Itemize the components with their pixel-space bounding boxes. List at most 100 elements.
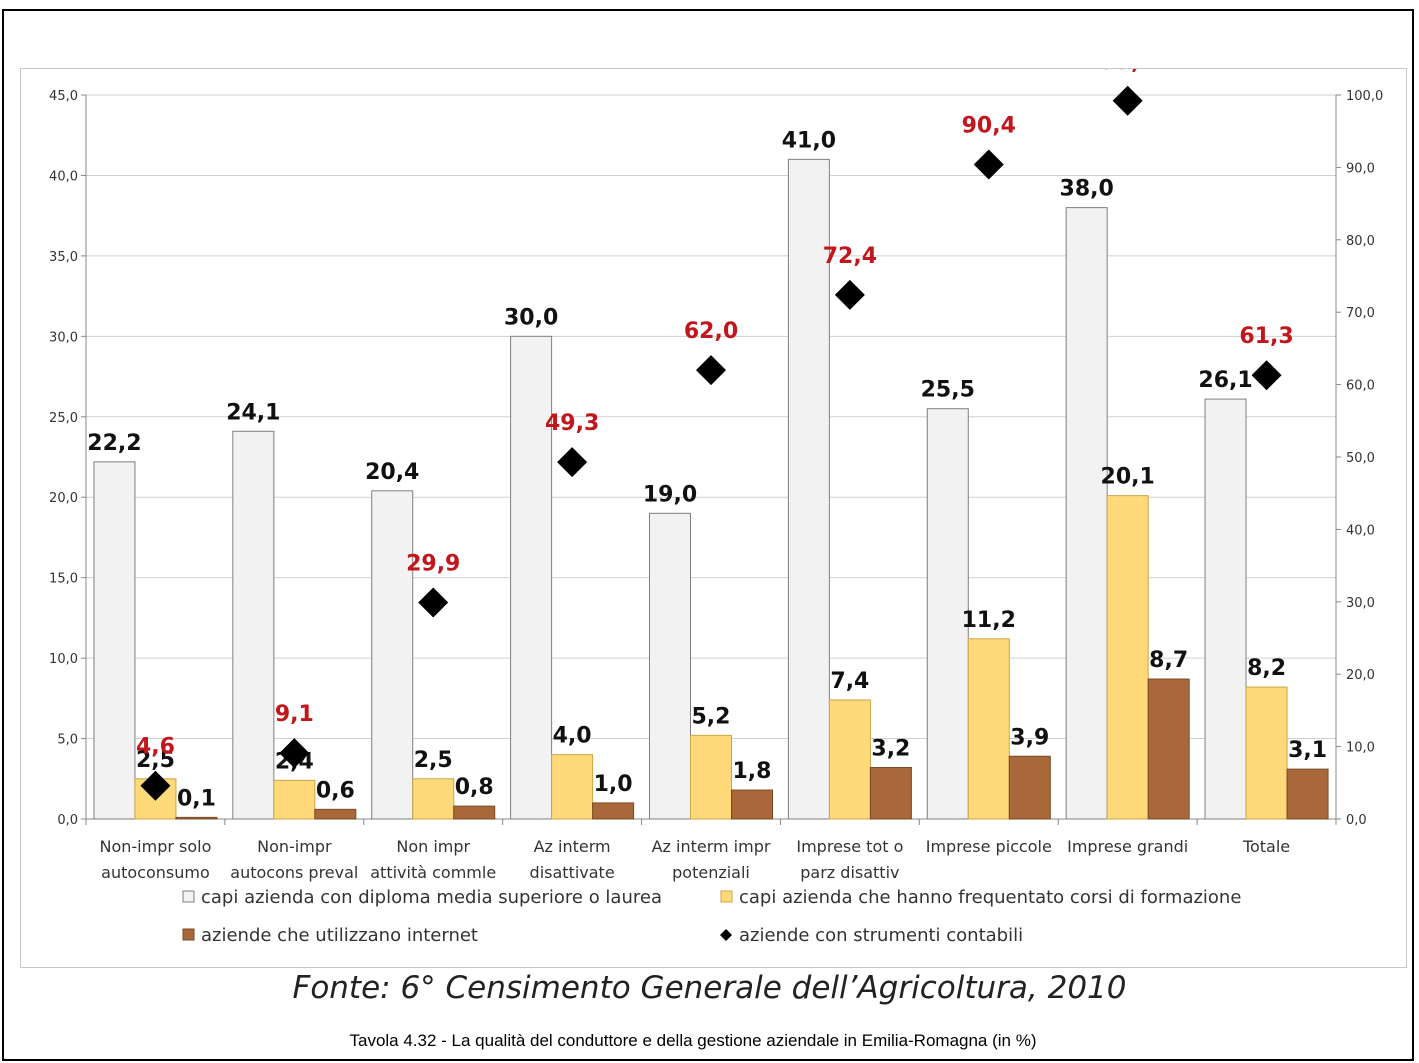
- bar-data-label: 24,1: [226, 400, 280, 425]
- bar: [510, 335, 553, 820]
- bar: [1286, 768, 1329, 820]
- right-tick-label: 60,0: [1346, 379, 1375, 394]
- bar-data-label: 0,8: [455, 775, 494, 800]
- bar-data-label: 2,5: [414, 748, 453, 773]
- diamond-marker: [557, 447, 588, 478]
- category-label: Imprese grandi: [1067, 837, 1188, 856]
- bar: [551, 754, 594, 820]
- chart-area: 0,0 5,0 10,0 15,0 20,0 25,0 30,0 35,0 40,0 45,0 0,…: [20, 68, 1407, 968]
- bar-data-label: 20,1: [1101, 465, 1155, 490]
- bar-data-label: 22,2: [87, 431, 141, 456]
- bar-data-label: 26,1: [1198, 368, 1252, 393]
- left-tick-label: 10,0: [49, 652, 78, 667]
- category-label: disattivate: [530, 863, 615, 882]
- bar-data-label: 3,9: [1010, 725, 1049, 750]
- marker-data-label: 72,4: [823, 244, 877, 269]
- bar-data-label: 38,0: [1060, 177, 1114, 202]
- bar: [412, 778, 455, 820]
- marker-data-label: 9,1: [275, 702, 314, 727]
- bar: [828, 699, 871, 820]
- bar-data-label: 1,0: [594, 772, 633, 797]
- bar: [1245, 686, 1288, 820]
- bar-data-label: 2,5: [136, 748, 175, 773]
- marker-data-label: 61,3: [1239, 324, 1293, 349]
- diamond-marker: [1112, 85, 1143, 116]
- right-tick-label: 30,0: [1346, 596, 1375, 611]
- right-tick-label: 90,0: [1346, 161, 1375, 176]
- legend-swatch: [720, 890, 733, 903]
- bar-data-label: 30,0: [504, 305, 558, 330]
- diamond-marker: [140, 770, 171, 801]
- right-tick-label: 70,0: [1346, 306, 1375, 321]
- legend-label: capi azienda con diploma media superiore…: [201, 887, 662, 908]
- bar: [93, 461, 136, 820]
- bar-data-label: 3,2: [871, 737, 910, 762]
- right-tick-label: 80,0: [1346, 234, 1375, 249]
- bar-data-label: 25,5: [921, 378, 975, 403]
- bar: [453, 805, 496, 820]
- bar-data-label: 3,1: [1288, 738, 1327, 763]
- left-tick-label: 5,0: [57, 733, 78, 748]
- bar: [690, 734, 732, 820]
- left-tick-label: 35,0: [49, 250, 78, 265]
- bar-data-label: 0,6: [316, 778, 355, 803]
- category-label: Totale: [1242, 837, 1290, 856]
- bar: [1008, 755, 1051, 820]
- bar: [967, 638, 1010, 820]
- category-label: autocons preval: [230, 863, 358, 882]
- marker-data-label: 4,6: [136, 735, 175, 760]
- category-label: autoconsumo: [101, 863, 210, 882]
- bar: [649, 512, 691, 820]
- right-tick-label: 40,0: [1346, 523, 1375, 538]
- chart-svg: 0,0 5,0 10,0 15,0 20,0 25,0 30,0 35,0 40,0 45,0 0,…: [49, 69, 1383, 946]
- category-label: parz disattiv: [800, 863, 899, 882]
- bar: [1147, 678, 1190, 820]
- left-tick-label: 15,0: [49, 572, 78, 587]
- right-tick-label: 0,0: [1346, 813, 1367, 828]
- bar: [232, 430, 275, 820]
- bar-data-label: 5,2: [692, 704, 731, 729]
- source-note: Fonte: 6° Censimento Generale dell’Agric…: [292, 970, 1127, 1006]
- diamond-marker: [696, 355, 726, 386]
- bar-data-label: 4,0: [553, 724, 592, 749]
- bar-data-label: 41,0: [782, 128, 836, 153]
- left-tick-label: 0,0: [57, 813, 78, 828]
- diamond-marker: [1251, 360, 1282, 391]
- legend-swatch: [182, 890, 195, 903]
- marker-data-label: 62,0: [684, 319, 738, 344]
- diamond-marker: [418, 587, 449, 618]
- bar-data-label: 0,1: [177, 786, 216, 811]
- marker-data-label: 29,9: [406, 552, 460, 577]
- table-caption: Tavola 4.32 - La qualità del conduttore …: [349, 1031, 1037, 1050]
- bar: [787, 158, 830, 820]
- bar: [731, 789, 773, 820]
- category-label: Non-impr: [257, 837, 332, 856]
- bar: [1204, 398, 1247, 820]
- right-tick-label: 20,0: [1346, 668, 1375, 683]
- left-tick-label: 40,0: [49, 169, 78, 184]
- category-label: Non impr: [396, 837, 470, 856]
- bar: [314, 808, 357, 820]
- category-label: Imprese tot o: [796, 837, 903, 856]
- left-tick-label: 45,0: [49, 89, 78, 104]
- left-tick-label: 20,0: [49, 491, 78, 506]
- bar: [371, 490, 414, 820]
- bar-data-label: 8,7: [1149, 648, 1188, 673]
- bar-data-label: 8,2: [1247, 656, 1286, 681]
- bar: [869, 767, 912, 820]
- legend-label: aziende con strumenti contabili: [739, 925, 1023, 946]
- diamond-marker: [973, 149, 1004, 180]
- marker-data-label: 99,2: [1101, 69, 1155, 75]
- bar: [592, 802, 635, 820]
- legend-swatch: [182, 928, 195, 941]
- diamond-marker: [834, 279, 865, 310]
- category-label: Imprese piccole: [926, 837, 1052, 856]
- bar: [273, 779, 316, 820]
- diamond-marker: [279, 738, 310, 769]
- bar-data-label: 7,4: [830, 669, 869, 694]
- right-tick-label: 10,0: [1346, 741, 1375, 756]
- bar: [175, 816, 218, 820]
- category-label: Non-impr solo: [99, 837, 211, 856]
- bar-data-label: 1,8: [733, 759, 772, 784]
- right-tick-label: 100,0: [1346, 89, 1383, 104]
